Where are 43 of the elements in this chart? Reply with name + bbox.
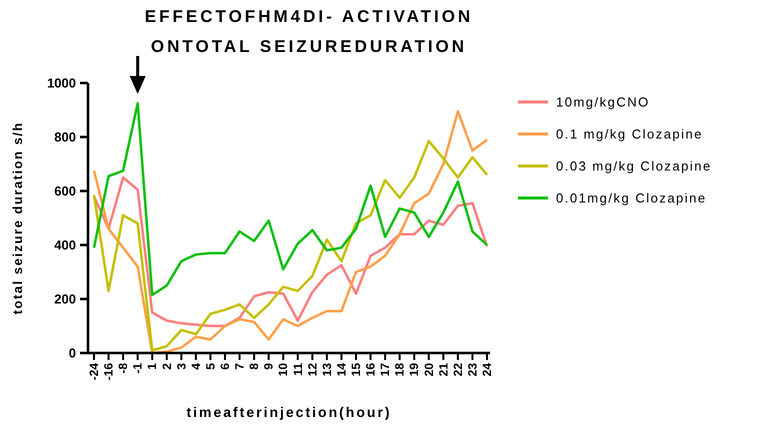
- x-tick-label: 18: [392, 362, 407, 376]
- legend-label: 0.1 mg/kg Clozapine: [556, 126, 704, 142]
- chart-title: EFFECTOFHM4DI- ACTIVATION ONTOTAL SEIZUREDURATION: [144, 7, 474, 56]
- x-tick-label: 1: [145, 362, 160, 370]
- x-tick-label: 19: [407, 362, 422, 376]
- y-tick-label: 0: [68, 346, 76, 361]
- line-series: [92, 176, 488, 328]
- x-tick-label: 12: [305, 362, 320, 376]
- x-tick-label: 6: [218, 362, 232, 370]
- x-tick-label: -8: [116, 362, 130, 374]
- x-tick-label: 21: [436, 362, 450, 376]
- x-tick-label: 14: [334, 362, 348, 376]
- y-tick-label: 600: [54, 184, 76, 199]
- x-tick-label: 17: [378, 362, 392, 376]
- x-tick-label: 3: [174, 362, 188, 370]
- x-tick-label: 11: [290, 362, 305, 376]
- y-tick-label: 200: [54, 292, 76, 307]
- legend-label: 0.03 mg/kg Clozapine: [556, 158, 712, 174]
- x-axis-title: timeafterinjection(hour): [186, 404, 392, 420]
- x-tick-label: 15: [349, 362, 363, 376]
- x-tick-label: 10: [276, 362, 290, 376]
- x-tick-label: 22: [450, 362, 465, 376]
- x-tick-label: 13: [320, 362, 334, 376]
- line-series: [92, 102, 488, 296]
- x-tick-label: -1: [130, 362, 145, 374]
- x-tick-label: 16: [364, 362, 378, 376]
- x-tick-label: -16: [102, 362, 116, 380]
- x-tick-label: 5: [203, 362, 218, 370]
- x-tick-label: 23: [465, 362, 480, 376]
- y-axis-title: total seizure duration s/h: [10, 122, 25, 314]
- y-tick-label: 800: [54, 130, 76, 145]
- x-tick-label: -24: [87, 362, 101, 380]
- x-tick-label: 4: [188, 362, 203, 370]
- x-tick-label: 7: [232, 362, 247, 370]
- y-tick-label: 400: [54, 238, 76, 253]
- x-tick-label: 20: [422, 362, 436, 376]
- y-tick-label: 1000: [47, 76, 76, 91]
- x-tick-label: 2: [160, 362, 174, 370]
- x-tick-label: 24: [480, 362, 494, 376]
- x-tick-label: 9: [262, 362, 276, 370]
- legend-label: 0.01mg/kg Clozapine: [556, 190, 707, 206]
- x-tick-label: 8: [247, 362, 262, 370]
- legend-label: 10mg/kgCNO: [556, 94, 650, 110]
